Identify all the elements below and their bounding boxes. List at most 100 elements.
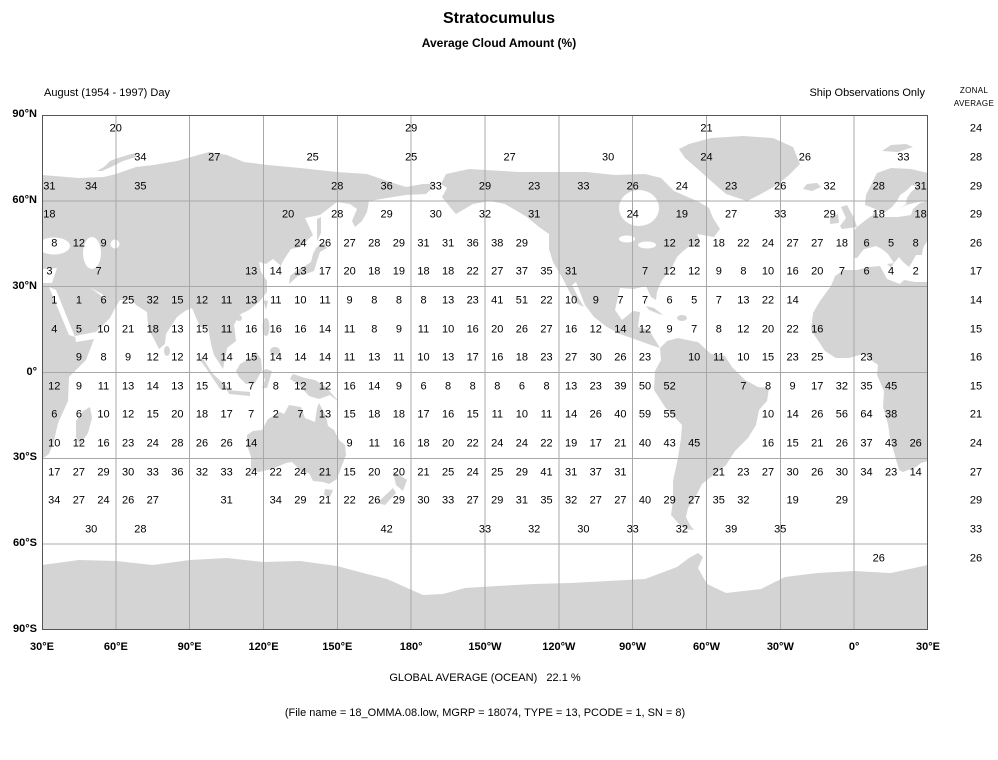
cloud-amount-value: 27 [811, 237, 824, 250]
cloud-amount-value: 9 [75, 380, 82, 393]
cloud-amount-value: 26 [614, 351, 627, 364]
cloud-amount-value: 20 [343, 265, 356, 278]
cloud-amount-value: 5 [75, 323, 82, 336]
cloud-amount-value: 31 [220, 494, 233, 507]
cloud-amount-value: 23 [786, 351, 799, 364]
cloud-amount-value: 21 [318, 466, 332, 479]
cloud-amount-value: 15 [761, 351, 775, 364]
zonal-average-value: 15 [969, 380, 983, 393]
zonal-average-value: 14 [969, 294, 983, 307]
landmass-new-guinea [290, 374, 339, 402]
cloud-amount-value: 13 [441, 351, 455, 364]
cloud-amount-value: 36 [171, 466, 184, 479]
world-map [42, 115, 928, 630]
cloud-amount-value: 13 [368, 351, 381, 364]
cloud-amount-value: 31 [515, 494, 529, 507]
cloud-amount-value: 26 [811, 466, 824, 479]
cloud-amount-value: 25 [306, 151, 319, 164]
cloud-amount-value: 23 [724, 180, 738, 192]
cloud-amount-value: 20 [109, 122, 122, 135]
landmass-tasmania [324, 489, 333, 497]
cloud-amount-value: 33 [478, 523, 492, 536]
zonal-header-line1: ZONAL [959, 86, 989, 95]
cloud-amount-value: 10 [417, 351, 430, 364]
cloud-amount-value: 14 [564, 408, 578, 421]
baltic-sea [876, 185, 917, 218]
landmass-south-america [654, 338, 769, 530]
cloud-amount-value: 24 [761, 237, 775, 250]
cloud-amount-value: 22 [540, 294, 553, 307]
cloud-amount-value: 12 [72, 437, 86, 450]
cloud-amount-value: 15 [343, 466, 356, 479]
cloud-amount-value: 17 [220, 408, 233, 421]
cloud-amount-value: 27 [761, 466, 775, 479]
cloud-amount-value: 28 [171, 437, 184, 450]
cloud-amount-value: 22 [466, 265, 479, 278]
cloud-amount-value: 23 [528, 180, 541, 192]
landmass-sumatra [200, 357, 228, 389]
cloud-amount-value: 50 [638, 380, 652, 393]
cloud-amount-value: 24 [294, 237, 307, 250]
cloud-amount-value: 10 [97, 323, 110, 336]
cloud-amount-value: 18 [515, 351, 529, 364]
cloud-amount-value: 24 [245, 466, 258, 479]
cloud-amount-value: 30 [577, 523, 590, 536]
cloud-amount-value: 7 [248, 380, 255, 393]
cloud-amount-value: 10 [564, 294, 578, 307]
cloud-amount-value: 28 [331, 180, 344, 192]
cloud-amount-value: 12 [663, 237, 676, 250]
cloud-amount-value: 19 [564, 437, 578, 450]
cloud-amount-value: 7 [715, 294, 722, 307]
cloud-amount-value: 30 [835, 466, 849, 479]
east-mediterranean [42, 268, 57, 283]
cloud-amount-value: 26 [121, 494, 135, 507]
cloud-amount-value: 42 [380, 523, 393, 536]
cloud-amount-value: 24 [675, 180, 689, 192]
zonal-average-value: 33 [969, 523, 983, 536]
cloud-amount-value: 16 [294, 323, 307, 336]
cloud-amount-value: 23 [466, 294, 479, 307]
cloud-amount-value: 14 [269, 351, 282, 364]
cloud-amount-value: 8 [371, 323, 378, 336]
cloud-amount-value: 14 [368, 380, 381, 393]
lon-tick-label: 60°E [103, 641, 128, 653]
cloud-amount-value: 18 [914, 208, 927, 221]
cloud-amount-value: 10 [97, 408, 110, 421]
cloud-amount-value: 29 [491, 494, 504, 507]
cloud-amount-value: 27 [688, 494, 701, 507]
lon-tick-label: 120°E [248, 641, 279, 653]
cloud-amount-value: 26 [909, 437, 922, 450]
cloud-amount-value: 15 [245, 351, 258, 364]
cloud-amount-value: 25 [811, 351, 824, 364]
cloud-amount-value: 39 [724, 523, 738, 536]
cloud-amount-value: 20 [171, 408, 184, 421]
cloud-amount-value: 35 [774, 523, 787, 536]
cloud-amount-value: 30 [85, 523, 98, 536]
cloud-amount-value: 3 [46, 265, 53, 278]
cloud-amount-value: 55 [663, 408, 676, 421]
cloud-amount-value: 14 [269, 265, 282, 278]
cloud-amount-value: 32 [675, 523, 689, 536]
cloud-amount-value: 8 [912, 237, 919, 250]
cloud-amount-value: 19 [675, 208, 689, 221]
cloud-amount-value: 24 [700, 151, 713, 164]
cloud-amount-value: 26 [626, 180, 639, 192]
cloud-amount-value: 26 [811, 408, 824, 421]
lon-tick-label: 150°W [468, 641, 502, 653]
cloud-amount-value: 13 [171, 323, 184, 336]
landmass-java [227, 390, 250, 396]
lat-tick-label: 30°S [13, 451, 37, 464]
cloud-amount-value: 25 [491, 466, 504, 479]
cloud-amount-value: 8 [543, 380, 550, 393]
cloud-amount-value: 10 [761, 408, 775, 421]
inland-water-layer [42, 185, 917, 337]
cloud-amount-value: 27 [786, 237, 799, 250]
cloud-amount-value: 13 [245, 265, 258, 278]
cloud-amount-value: 6 [863, 237, 870, 250]
cloud-amount-value: 17 [318, 265, 332, 278]
cloud-amount-value: 28 [872, 180, 885, 192]
zonal-average-value: 29 [969, 208, 983, 221]
cloud-amount-value: 11 [491, 408, 504, 421]
file-info-label: (File name = 18_OMMA.08.low, MGRP = 1807… [284, 707, 686, 719]
cloud-amount-value: 22 [343, 494, 356, 507]
